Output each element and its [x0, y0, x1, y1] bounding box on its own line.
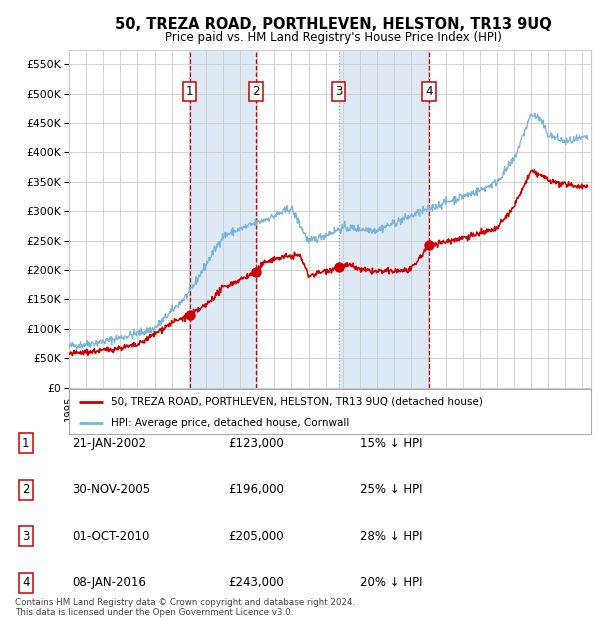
Text: £205,000: £205,000	[228, 530, 284, 542]
Text: 50, TREZA ROAD, PORTHLEVEN, HELSTON, TR13 9UQ (detached house): 50, TREZA ROAD, PORTHLEVEN, HELSTON, TR1…	[111, 397, 482, 407]
Text: Price paid vs. HM Land Registry's House Price Index (HPI): Price paid vs. HM Land Registry's House …	[164, 31, 502, 44]
Text: 25% ↓ HPI: 25% ↓ HPI	[360, 484, 422, 496]
Bar	[190, 50, 256, 388]
Text: 1: 1	[186, 86, 193, 99]
Text: Contains HM Land Registry data © Crown copyright and database right 2024.: Contains HM Land Registry data © Crown c…	[15, 598, 355, 607]
Text: 20% ↓ HPI: 20% ↓ HPI	[360, 577, 422, 589]
Text: £123,000: £123,000	[228, 437, 284, 450]
Text: 1: 1	[22, 437, 29, 450]
Text: 2: 2	[252, 86, 260, 99]
Text: HPI: Average price, detached house, Cornwall: HPI: Average price, detached house, Corn…	[111, 418, 349, 428]
Text: £243,000: £243,000	[228, 577, 284, 589]
Text: This data is licensed under the Open Government Licence v3.0.: This data is licensed under the Open Gov…	[15, 608, 293, 617]
Text: £196,000: £196,000	[228, 484, 284, 496]
Text: 3: 3	[335, 86, 342, 99]
Text: 28% ↓ HPI: 28% ↓ HPI	[360, 530, 422, 542]
Text: 01-OCT-2010: 01-OCT-2010	[72, 530, 149, 542]
Text: 3: 3	[22, 530, 29, 542]
Text: 2: 2	[22, 484, 29, 496]
Text: 21-JAN-2002: 21-JAN-2002	[72, 437, 146, 450]
Bar	[338, 50, 429, 388]
Text: 30-NOV-2005: 30-NOV-2005	[72, 484, 150, 496]
Text: 50, TREZA ROAD, PORTHLEVEN, HELSTON, TR13 9UQ: 50, TREZA ROAD, PORTHLEVEN, HELSTON, TR1…	[115, 17, 551, 32]
Text: 4: 4	[425, 86, 433, 99]
Text: 08-JAN-2016: 08-JAN-2016	[72, 577, 146, 589]
Text: 15% ↓ HPI: 15% ↓ HPI	[360, 437, 422, 450]
Text: 4: 4	[22, 577, 29, 589]
